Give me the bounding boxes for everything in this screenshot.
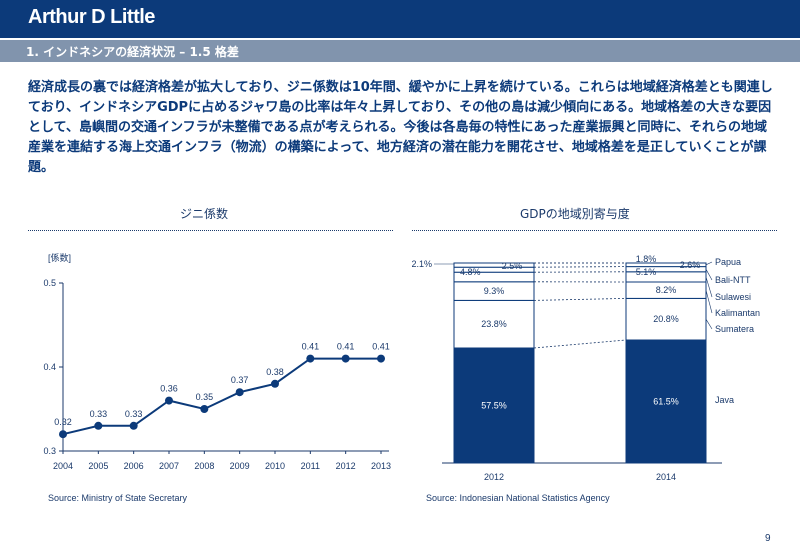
gini-x-tick-label: 2009 [230, 461, 250, 471]
gini-x-tick-label: 2011 [301, 461, 320, 471]
gini-data-label: 0.36 [160, 384, 178, 394]
gini-x-tick-label: 2010 [265, 461, 285, 471]
gini-source: Source: Ministry of State Secretary [48, 493, 188, 503]
gdp-segment-label: 2.1% [412, 259, 432, 269]
gini-data-point [129, 421, 138, 430]
gini-data-label: 0.41 [372, 342, 390, 352]
gdp-legend-item: Java [715, 395, 734, 405]
gdp-connector-line [533, 266, 627, 268]
gini-data-label: 0.32 [54, 417, 72, 427]
gdp-segment-label: 4.8% [460, 267, 481, 277]
gini-data-point [94, 421, 103, 430]
gdp-connector-line [533, 298, 627, 301]
gdp-legend-leader [705, 319, 713, 330]
gdp-chart-title: GDPの地域別寄与度 [520, 207, 630, 221]
gdp-legend-leader [705, 290, 713, 314]
gdp-legend-leader [705, 269, 713, 281]
company-logo: Arthur D Little [28, 6, 155, 28]
gdp-segment-label: 61.5% [653, 397, 679, 407]
gini-data-label: 0.33 [125, 409, 143, 419]
gini-x-tick-label: 2006 [124, 461, 144, 471]
lead-text: 経済成長の裏では経済格差が拡大しており、ジニ係数は10年間、緩やかに上昇を続けて… [28, 80, 773, 175]
gdp-legend-leader [705, 261, 713, 266]
gini-title-rule [28, 230, 393, 231]
gini-data-point [165, 396, 173, 405]
gdp-source: Source: Indonesian National Statistics A… [426, 493, 610, 503]
gdp-segment-label: 8.2% [656, 285, 677, 295]
gini-data-label: 0.38 [266, 367, 284, 377]
gini-data-point [59, 430, 67, 439]
gdp-legend-item: Papua [715, 257, 741, 267]
header-bar: Arthur D Little [0, 0, 800, 38]
gini-x-tick-label: 2013 [371, 461, 391, 471]
gdp-legend-item: Bali-NTT [715, 275, 751, 285]
gini-data-label: 0.33 [90, 409, 108, 419]
gini-data-point [271, 379, 279, 388]
gini-chart-title: ジニ係数 [180, 207, 229, 221]
gini-data-label: 0.37 [231, 375, 249, 385]
gdp-segment-label: 5.1% [636, 267, 657, 277]
section-bar: 1. インドネシアの経済状況 – 1.5 格差 [0, 40, 800, 62]
gini-x-tick-label: 2008 [194, 461, 214, 471]
gdp-category-label: 2014 [656, 472, 676, 482]
gdp-segment-label: 57.5% [481, 401, 507, 411]
gini-data-point [200, 405, 209, 413]
gdp-connector-line [533, 339, 627, 349]
gini-data-point [377, 354, 385, 363]
gdp-legend-item: Kalimantan [715, 308, 760, 318]
gini-y-tick-label: 0.5 [43, 278, 56, 288]
gdp-segment-label: 2.6% [680, 260, 701, 270]
gini-y-tick-label: 0.4 [43, 362, 56, 372]
gini-x-tick-label: 2004 [53, 461, 73, 471]
gini-data-label: 0.41 [337, 342, 355, 352]
section-title: 1. インドネシアの経済状況 – 1.5 格差 [26, 45, 239, 59]
gdp-legend-item: Sumatera [715, 324, 754, 334]
gdp-category-label: 2012 [484, 472, 504, 482]
page-number: 9 [765, 533, 771, 544]
gini-x-tick-label: 2007 [159, 461, 179, 471]
gdp-bar-segment [453, 347, 535, 464]
gini-data-point [235, 388, 244, 397]
gini-line-chart: [係数] 0.3 0.4 0.5 2004 2005 2006 2007 2008 2009 201… [43, 252, 391, 471]
gdp-bar-segment [453, 262, 535, 268]
gdp-segment-label: 1.8% [636, 254, 657, 264]
gini-series-line [62, 357, 381, 436]
gini-y-tick-label: 0.3 [43, 446, 56, 456]
gdp-segment-label: 2.5% [502, 261, 523, 271]
gdp-segment-label: 9.3% [484, 286, 505, 296]
gdp-legend-item: Sulawesi [715, 292, 751, 302]
gini-x-tick-label: 2005 [88, 461, 108, 471]
gdp-segment-label: 23.8% [481, 319, 507, 329]
gini-data-label: 0.35 [196, 392, 214, 402]
gini-data-point [306, 354, 315, 363]
gdp-title-rule [412, 230, 777, 231]
gini-data-point [341, 354, 350, 363]
gdp-legend-leader [705, 276, 713, 298]
gini-y-axis-label: [係数] [48, 252, 71, 263]
gini-x-tick-label: 2012 [336, 461, 356, 471]
gini-data-label: 0.41 [302, 342, 320, 352]
gdp-stacked-bar-chart: 2012 2014 57.5% 61.5% 23.8% 20.8% 9.3% 8.2% 4.8%… [412, 254, 760, 482]
gdp-segment-label: 20.8% [653, 314, 679, 324]
gdp-bar-segment [453, 299, 535, 349]
